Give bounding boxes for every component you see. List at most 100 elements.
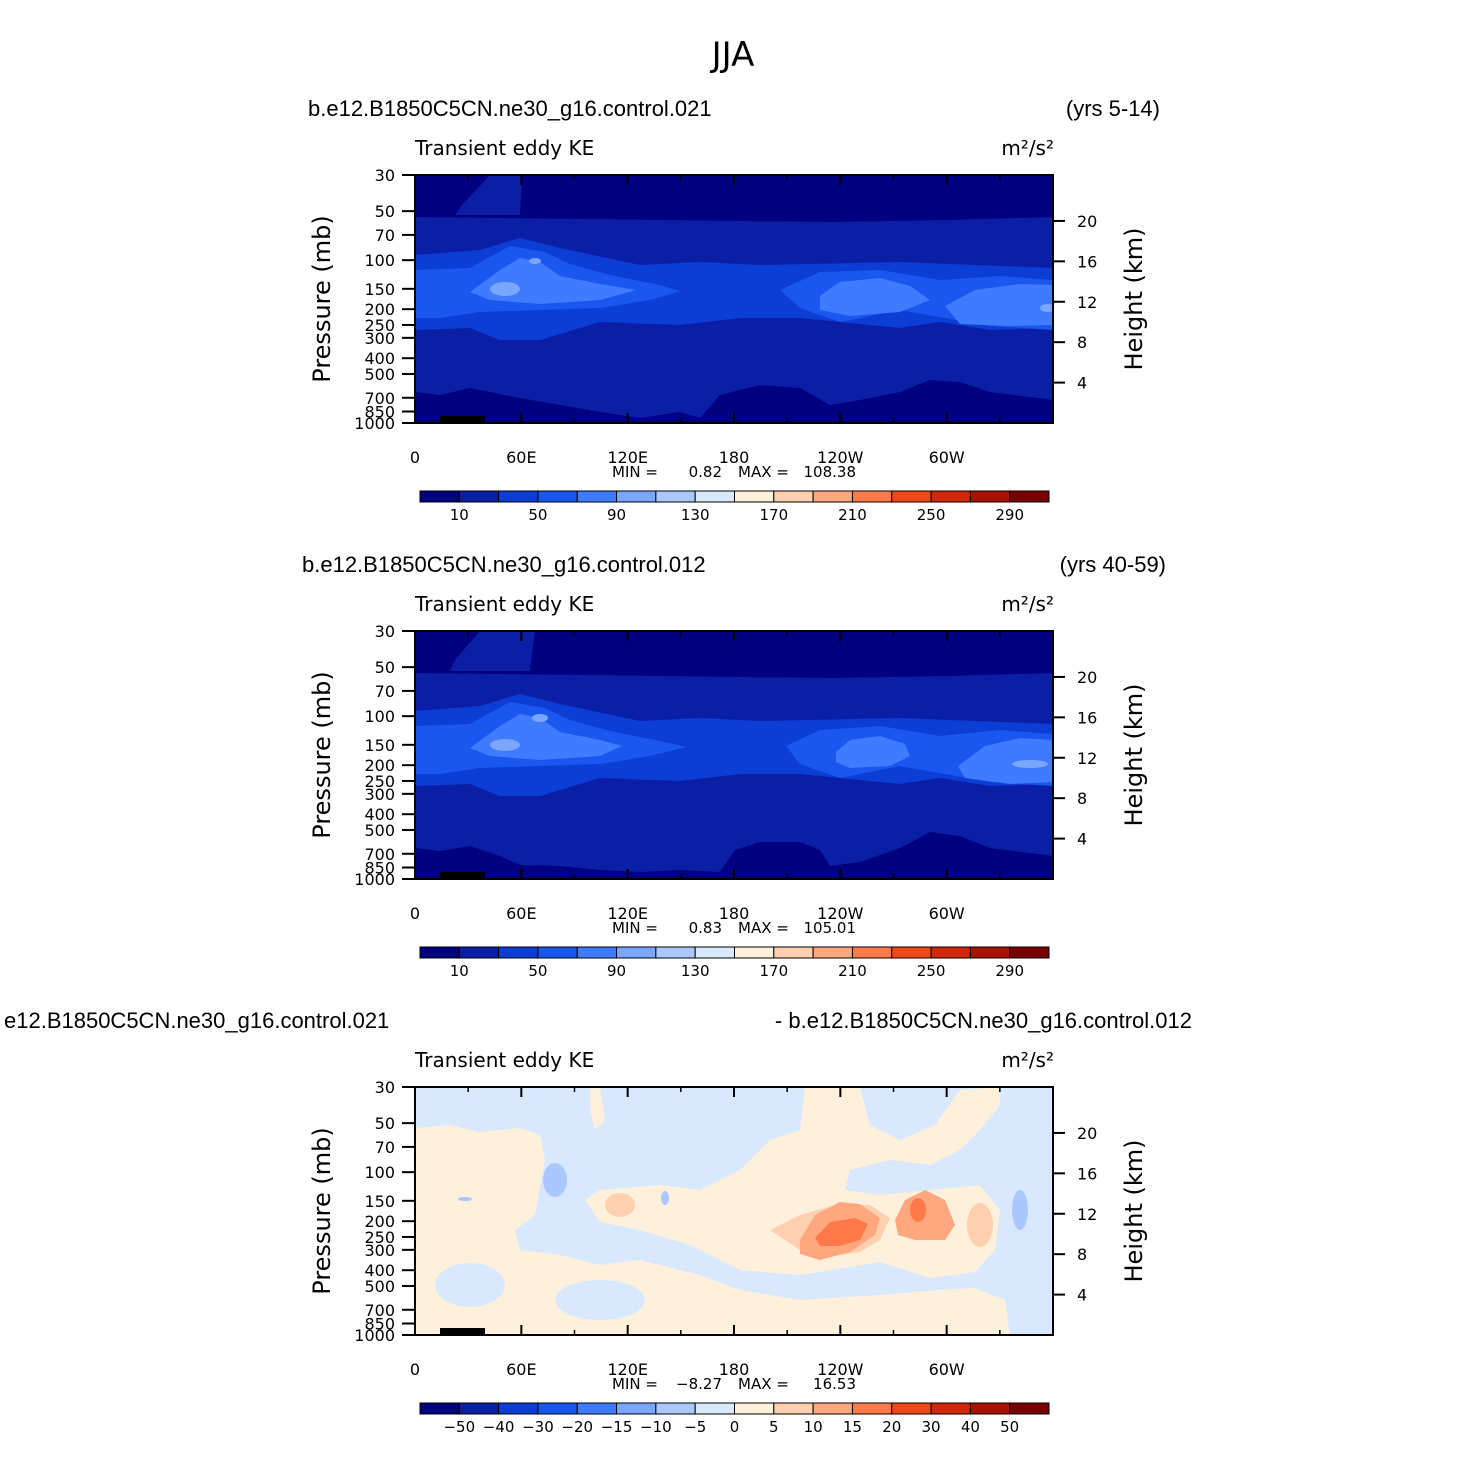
x-tick-label: 120W	[817, 448, 864, 467]
y2-tick-label: 8	[1077, 789, 1087, 808]
band-peak	[490, 282, 520, 296]
x-tick-label: 60E	[506, 904, 536, 923]
x-tick-label: 60E	[506, 1360, 536, 1379]
x-tick-label: 60W	[929, 1360, 965, 1379]
band-neutral	[435, 1263, 505, 1307]
y-axis-label: Pressure (mb)	[308, 1127, 336, 1294]
colorbar-label: 210	[838, 506, 867, 524]
band-pos	[585, 1087, 1000, 1278]
y2-tick-label: 12	[1077, 293, 1097, 312]
y-tick-label: 30	[375, 622, 395, 641]
y2-axis-label: Height (km)	[1120, 684, 1148, 827]
min-label: MIN =	[612, 463, 658, 481]
colorbar-label: −50	[443, 1418, 475, 1436]
colorbar-label: 50	[528, 962, 547, 980]
colorbar-box	[694, 946, 735, 959]
y-axis-label: Pressure (mb)	[308, 215, 336, 382]
colorbar-box	[616, 946, 657, 959]
band-jet-core-w2	[945, 284, 1053, 326]
y-tick-label: 850	[364, 1315, 395, 1334]
colorbar-box	[576, 1402, 618, 1415]
colorbar-label: 170	[759, 506, 788, 524]
max-label: MAX =	[738, 1375, 789, 1393]
colorbar-box	[537, 946, 578, 959]
band-peak	[529, 258, 541, 264]
colorbar-box	[773, 946, 814, 959]
y-tick-label: 700	[364, 1301, 395, 1320]
colorbar-label: 290	[995, 506, 1024, 524]
panel-1-title: Transient eddy KE	[414, 136, 594, 160]
band-surface	[415, 380, 1053, 423]
min-label: MIN =	[612, 919, 658, 937]
colorbar-label: 250	[917, 962, 946, 980]
y-tick-label: 1000	[354, 870, 395, 889]
y-tick-label: 700	[364, 389, 395, 408]
colorbar-box	[419, 490, 460, 503]
x-tick-label: 180	[719, 904, 750, 923]
band-neg	[661, 1191, 669, 1205]
y-tick-label: 850	[364, 403, 395, 422]
x-tick-label: 180	[719, 1360, 750, 1379]
colorbar-label: 40	[961, 1418, 980, 1436]
band-pos	[590, 1087, 605, 1130]
panel-2-axes: 0 60E 120E 180 120W 60W3050701001502002503004…	[308, 622, 1148, 937]
panel-1-field	[415, 175, 1053, 423]
panel-3-years: - b.e12.B1850C5CN.ne30_g16.control.012	[775, 1008, 1192, 1033]
x-tick-label: 60E	[506, 448, 536, 467]
min-value: 0.83	[689, 919, 722, 937]
colorbar-box	[930, 1402, 971, 1415]
y-tick-label: 300	[364, 785, 395, 804]
colorbar-label: 10	[804, 1418, 823, 1436]
panel-3-axes: 0 60E 120E 180 120W 60W3050701001502002503004…	[308, 1078, 1148, 1393]
y-tick-label: 150	[364, 1192, 395, 1211]
colorbar-label: −10	[640, 1418, 672, 1436]
max-value: 16.53	[813, 1375, 856, 1393]
y-tick-label: 70	[375, 226, 395, 245]
band-jet-outer	[415, 694, 1053, 796]
y2-tick-label: 8	[1077, 1245, 1087, 1264]
panel-3-title: Transient eddy KE	[414, 1048, 594, 1072]
y2-tick-label: 20	[1077, 668, 1097, 687]
max-value: 105.01	[804, 919, 857, 937]
colorbar-box	[694, 1402, 735, 1415]
x-tick-label: 120E	[607, 1360, 648, 1379]
colorbar-label: 50	[1000, 1418, 1019, 1436]
colorbar-label: −5	[684, 1418, 706, 1436]
band-pos2	[605, 1193, 635, 1217]
band-neutral	[555, 1280, 645, 1320]
colorbar-box	[498, 490, 539, 503]
y2-tick-label: 16	[1077, 708, 1097, 727]
x-tick-label: 120W	[817, 1360, 864, 1379]
colorbar-box	[851, 946, 893, 959]
y-tick-label: 50	[375, 658, 395, 677]
x-tick-label: 120W	[817, 904, 864, 923]
colorbar-box	[616, 490, 657, 503]
topography	[440, 416, 485, 423]
panel-1-colorbar: 10 50 90 130 170 210 250 290	[419, 490, 1050, 524]
y-tick-label: 100	[364, 707, 395, 726]
colorbar-label: 90	[607, 962, 626, 980]
colorbar-box	[616, 1402, 657, 1415]
colorbar-box	[773, 490, 814, 503]
y-tick-label: 850	[364, 859, 395, 878]
colorbar-label: 0	[730, 1418, 740, 1436]
colorbar-box	[969, 490, 1011, 503]
colorbar-label: 10	[450, 962, 469, 980]
colorbar-label: 20	[882, 1418, 901, 1436]
panel-2-field	[415, 631, 1053, 879]
colorbar-box	[576, 490, 618, 503]
band-neg	[1012, 1190, 1028, 1230]
panel-2-colorbar: 10 50 90 130 170 210 250 290	[419, 946, 1050, 980]
panel-3: e12.B1850C5CN.ne30_g16.control.021 - b.e…	[4, 1008, 1192, 1436]
panel-1: b.e12.B1850C5CN.ne30_g16.control.021 (yr…	[308, 96, 1160, 524]
colorbar-box	[891, 1402, 932, 1415]
x-tick-label: 0	[410, 448, 420, 467]
y2-tick-label: 20	[1077, 1124, 1097, 1143]
x-tick-label: 120E	[607, 448, 648, 467]
colorbar-box	[537, 1402, 578, 1415]
y2-tick-label: 4	[1077, 830, 1087, 849]
panel-1-case: b.e12.B1850C5CN.ne30_g16.control.021	[308, 96, 712, 121]
band-jet-core-w1	[836, 736, 910, 768]
colorbar-box	[537, 490, 578, 503]
band-peak	[532, 714, 548, 722]
